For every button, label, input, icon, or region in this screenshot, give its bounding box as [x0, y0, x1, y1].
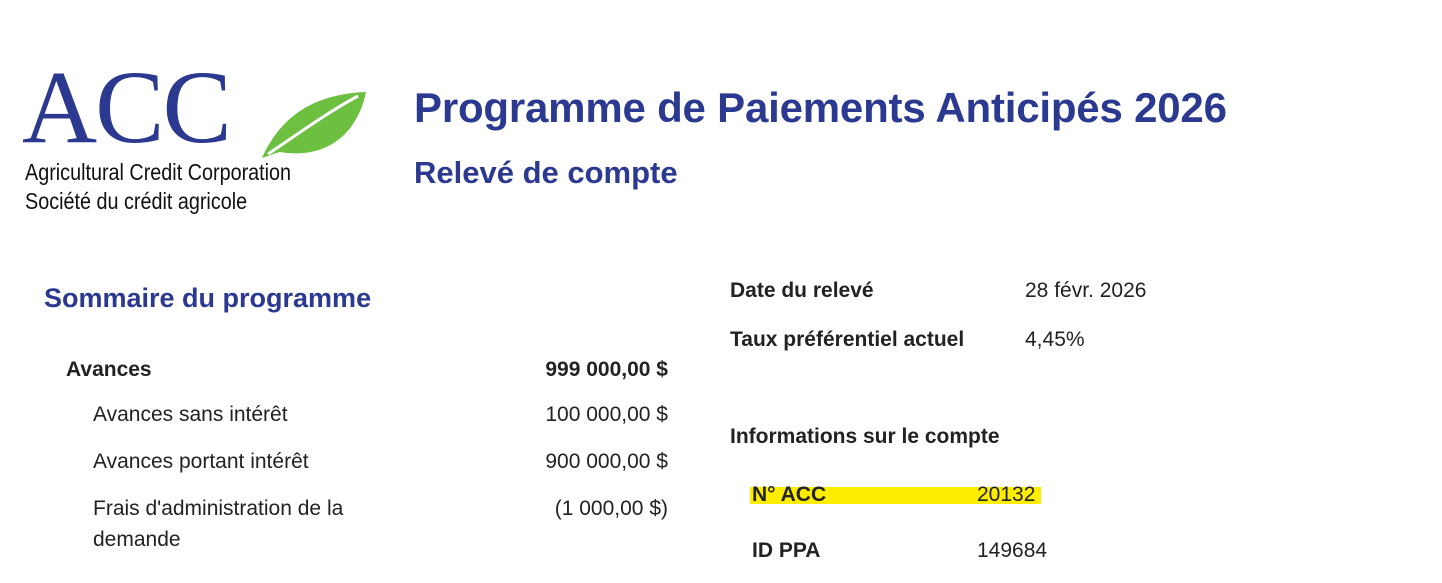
statement-date-value: 28 févr. 2026	[1025, 279, 1147, 302]
summary-row-value-interest-bearing: 900 000,00 $	[545, 450, 668, 473]
summary-row-label-advances: Avances	[66, 358, 152, 381]
summary-row-value-admin-fee: (1 000,00 $)	[554, 497, 668, 520]
acc-number-value: 20132	[977, 483, 1036, 506]
summary-row-label-interest-free: Avances sans intérêt	[93, 403, 288, 426]
prime-rate-value: 4,45%	[1025, 328, 1085, 351]
logo-name-en: Agricultural Credit Corporation	[25, 159, 292, 185]
ppa-id-label: ID PPA	[752, 539, 821, 562]
leaf-icon	[262, 92, 366, 158]
summary-row-label-admin-fee: Frais d'administration de la demande	[93, 497, 344, 551]
page-title: Programme de Paiements Anticipés 2026	[414, 84, 1227, 131]
page-subtitle: Relevé de compte	[414, 155, 678, 190]
summary-row-value-advances: 999 000,00 $	[545, 358, 668, 381]
acc-logo: ACC Agricultural Credit Corporation Soci…	[22, 56, 372, 217]
acc-number-label: N° ACC	[752, 483, 827, 506]
statement-date-label: Date du relevé	[730, 279, 874, 302]
ppa-id-value: 149684	[977, 539, 1048, 562]
account-info-title: Informations sur le compte	[730, 425, 1000, 448]
logo-wordmark: ACC	[22, 50, 232, 165]
acc-number-highlight	[750, 487, 1041, 504]
prime-rate-label: Taux préférentiel actuel	[730, 328, 965, 351]
summary-row-value-interest-free: 100 000,00 $	[545, 403, 668, 426]
summary-title: Sommaire du programme	[44, 283, 372, 313]
summary-row-label-interest-bearing: Avances portant intérêt	[93, 450, 309, 473]
logo-name-fr: Société du crédit agricole	[25, 188, 248, 214]
